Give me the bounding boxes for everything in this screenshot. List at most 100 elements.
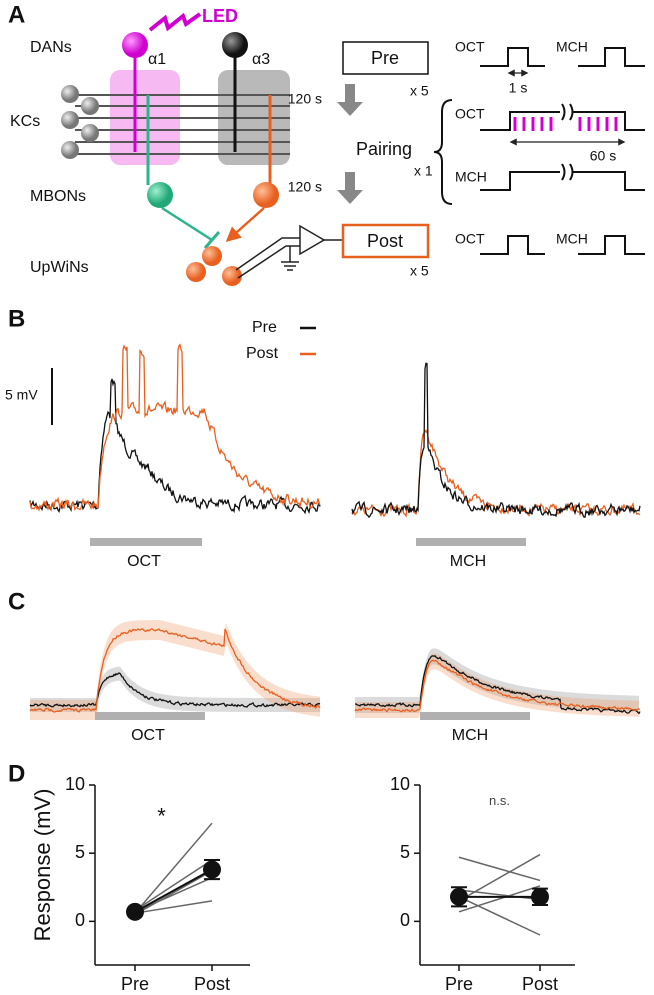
- arrow: [337, 84, 363, 116]
- x-tick-label: Post: [194, 974, 230, 994]
- alpha3-label: α3: [252, 51, 270, 68]
- post-label: Post: [367, 231, 403, 251]
- odor-label: MCH: [556, 39, 588, 55]
- y-tick-label: 10: [65, 774, 85, 794]
- mean-point: [126, 902, 144, 921]
- repeat-label: x 1: [414, 163, 433, 179]
- sem-band: [30, 620, 320, 720]
- odor-label: OCT: [131, 727, 165, 744]
- brace: [433, 99, 453, 205]
- duration-label: 60 s: [590, 148, 616, 164]
- interval-label: 120 s: [288, 91, 322, 107]
- y-tick-label: 0: [75, 910, 85, 930]
- odor-bar: [90, 538, 202, 546]
- mean-point: [531, 887, 549, 906]
- mbon-soma: [253, 182, 279, 208]
- light-pulses: [513, 117, 618, 131]
- circuit-diagram: A LED DANs α1 α3 KCs MBONs UpWiNs: [8, 1, 345, 286]
- x-tick-label: Pre: [121, 974, 149, 994]
- trace: [355, 655, 641, 715]
- odor-bar: [416, 538, 526, 546]
- y-axis-title: Response (mV): [30, 789, 55, 942]
- kc-axons: [75, 94, 290, 155]
- mean-point: [450, 887, 468, 906]
- x-tick-label: Pre: [445, 974, 473, 994]
- subject-line: [458, 856, 541, 882]
- protocol: Pre x 5 120 s Pairing x 1 120 s Post x 5…: [288, 39, 645, 279]
- trace: [29, 672, 321, 708]
- subject-line: [134, 870, 213, 916]
- kcs-label: KCs: [10, 113, 40, 130]
- odor-bar: [95, 712, 205, 720]
- post-box: [341, 223, 430, 259]
- sem-band: [355, 648, 639, 713]
- upwin-soma: [202, 246, 222, 266]
- inhibitory-synapse: [161, 206, 213, 242]
- panel-label: A: [8, 1, 25, 28]
- pre-box: [342, 41, 429, 75]
- mean-point: [203, 860, 221, 879]
- odor-label: OCT: [455, 106, 485, 122]
- pulse-label: 1 s: [509, 80, 528, 96]
- odor-label: MCH: [556, 231, 588, 247]
- annotation: n.s.: [489, 793, 510, 808]
- y-tick-label: 5: [400, 842, 410, 862]
- annotation: *: [157, 804, 166, 829]
- y-tick-label: 10: [390, 774, 410, 794]
- odor-bar: [420, 712, 530, 720]
- y-tick-label: 0: [400, 910, 410, 930]
- dan-soma: [222, 32, 248, 58]
- arrow: [337, 172, 363, 204]
- dan-soma: [122, 32, 148, 58]
- trace: [29, 343, 321, 512]
- upwin-soma: [186, 262, 206, 282]
- led-label: LED: [202, 6, 238, 26]
- odor-label: OCT: [127, 553, 161, 570]
- odor-label: MCH: [450, 553, 486, 570]
- led-bolt: [148, 12, 202, 32]
- scale-label: 5 mV: [5, 387, 38, 403]
- subject-line: [134, 859, 213, 912]
- odor-label: OCT: [455, 231, 485, 247]
- panel-label: C: [8, 588, 25, 615]
- trace: [29, 378, 321, 515]
- sem-band: [30, 666, 320, 712]
- repeat-label: x 5: [410, 263, 429, 279]
- subject-line: [458, 885, 541, 913]
- y-tick-label: 5: [75, 842, 85, 862]
- panel-label: B: [8, 305, 25, 332]
- x-tick-label: Post: [522, 974, 558, 994]
- subject-line: [134, 877, 213, 913]
- trace: [29, 627, 321, 713]
- inhibitory-bar: [203, 231, 221, 249]
- excitatory-synapse: [225, 207, 265, 242]
- subject-line: [134, 900, 213, 914]
- mbons-label: MBONs: [30, 188, 86, 205]
- subject-line: [458, 853, 541, 902]
- mbon-soma: [147, 182, 173, 208]
- dans-label: DANs: [30, 39, 72, 56]
- legend-label: Pre: [252, 319, 277, 336]
- trace: [354, 659, 641, 713]
- trace: [351, 428, 641, 518]
- odor-label: MCH: [455, 169, 487, 185]
- upwin-soma: [222, 266, 242, 286]
- subject-line: [458, 889, 541, 901]
- alpha1-label: α1: [148, 51, 166, 68]
- subject-line: [458, 896, 541, 936]
- panel-label: D: [8, 760, 25, 787]
- trace: [351, 362, 641, 519]
- pre-label: Pre: [371, 48, 399, 68]
- legend-label: Post: [246, 345, 279, 362]
- odor-label: MCH: [452, 727, 488, 744]
- electrode: [235, 224, 345, 279]
- interval-label: 120 s: [288, 179, 322, 195]
- traces: [29, 343, 641, 720]
- subject-line: [134, 822, 213, 914]
- upwins-label: UpWiNs: [30, 259, 89, 276]
- pairing-label: Pairing: [356, 139, 412, 159]
- stimulus-schematics: [480, 47, 645, 255]
- repeat-label: x 5: [410, 83, 429, 99]
- mean-line: [134, 868, 213, 913]
